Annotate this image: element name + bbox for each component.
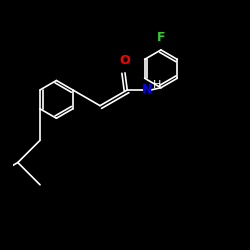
Text: F: F — [157, 31, 165, 44]
Text: H: H — [153, 80, 162, 90]
Text: O: O — [120, 54, 130, 68]
Text: N: N — [142, 84, 153, 96]
